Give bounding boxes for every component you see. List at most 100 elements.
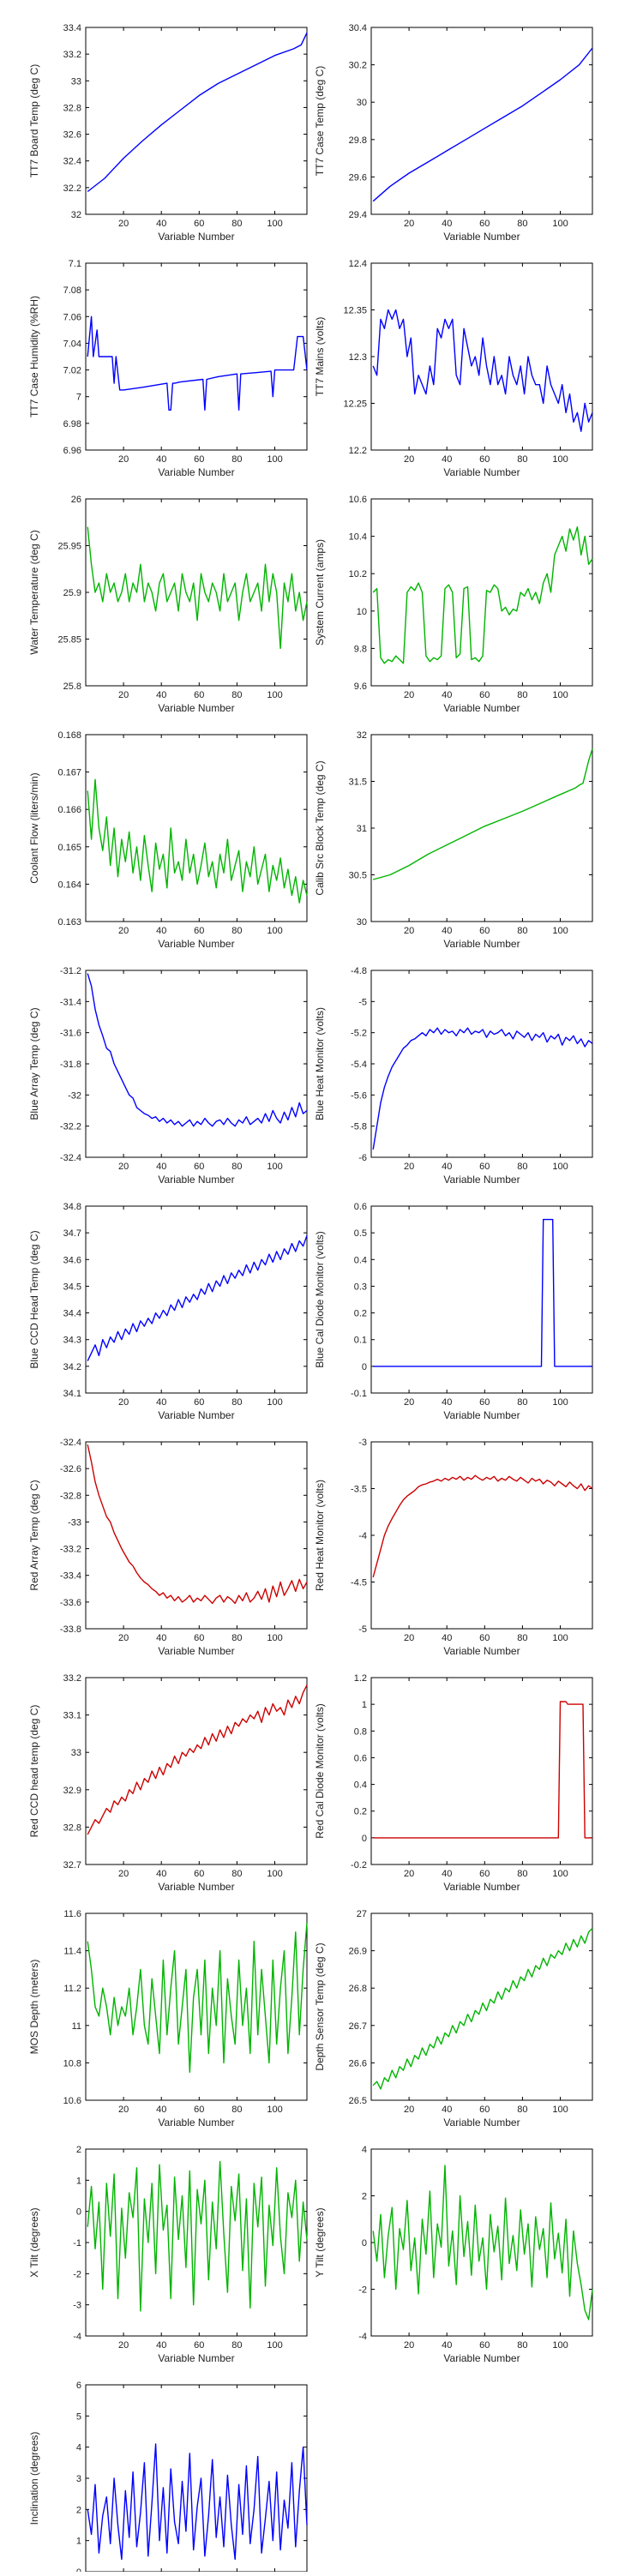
y-tick-label: 0.2 bbox=[354, 1807, 367, 1817]
y-tick-label: 31.5 bbox=[349, 778, 367, 788]
chart-11: 20 40 60 80 100 34.1 34.2 34.3 34.4 34.5 34.6 34.7 3… bbox=[28, 1202, 308, 1421]
y-axis-label: Calib Src Block Temp (deg C) bbox=[314, 760, 326, 895]
x-axis-label: Variable Number bbox=[443, 1881, 520, 1893]
y-tick-label: 12.2 bbox=[349, 446, 367, 456]
x-tick-label: 60 bbox=[194, 2105, 204, 2115]
series-line bbox=[373, 1218, 592, 1367]
y-tick-label: -32 bbox=[68, 1090, 81, 1101]
y-tick-label: 11.6 bbox=[63, 1909, 81, 1919]
plot-area bbox=[85, 1205, 308, 1394]
chart-3: 20 40 60 80 100 6.96 6.98 7 7.02 7.04 7.06 7.08 7.1 V… bbox=[28, 259, 308, 478]
chart-7: 20 40 60 80 100 0.163 0.164 0.165 0.166 0.167 0.16… bbox=[28, 730, 308, 950]
plot-area bbox=[370, 498, 593, 687]
plot-area bbox=[85, 1677, 308, 1865]
series-line bbox=[87, 2443, 308, 2561]
x-axis-label: Variable Number bbox=[158, 231, 234, 243]
y-tick-label: 0.5 bbox=[354, 1228, 367, 1239]
y-axis-label: Depth Sensor Temp (deg C) bbox=[314, 1943, 326, 2070]
y-tick-label: 7.06 bbox=[63, 312, 81, 322]
plot-area bbox=[85, 498, 308, 687]
y-axis-label: Blue CCD Head Temp (deg C) bbox=[28, 1230, 40, 1368]
series-line bbox=[372, 309, 593, 432]
x-tick-label: 40 bbox=[156, 690, 166, 700]
y-tick-label: 0.6 bbox=[354, 1753, 367, 1763]
y-tick-label: 4 bbox=[362, 2145, 367, 2155]
y-tick-label: 0 bbox=[76, 2567, 81, 2572]
y-tick-label: -5.6 bbox=[351, 1090, 367, 1101]
chart-8: 20 40 60 80 100 30 30.5 31 31.5 32 Variable Number… bbox=[314, 730, 593, 950]
y-axis-label: Blue Heat Monitor (volts) bbox=[314, 1007, 326, 1120]
series-line bbox=[372, 1474, 593, 1578]
y-tick-label: -31.4 bbox=[60, 997, 81, 1007]
x-axis-label: Variable Number bbox=[158, 2352, 234, 2364]
y-tick-label: 26.9 bbox=[349, 1947, 367, 1957]
plot-area bbox=[370, 1441, 593, 1630]
y-tick-label: 0.4 bbox=[354, 1255, 367, 1265]
plot-area bbox=[85, 262, 308, 451]
x-tick-label: 40 bbox=[442, 219, 452, 229]
plot-area bbox=[85, 734, 308, 922]
series-line bbox=[87, 32, 308, 193]
y-tick-label: 0.163 bbox=[57, 917, 81, 928]
y-axis-label: MOS Depth (meters) bbox=[28, 1960, 40, 2055]
plot-area bbox=[85, 27, 308, 215]
x-tick-label: 60 bbox=[479, 2340, 490, 2351]
x-axis-label: Variable Number bbox=[158, 466, 234, 478]
chart-5: 20 40 60 80 100 25.8 25.85 25.9 25.95 26 Variable … bbox=[28, 495, 308, 714]
x-tick-label: 60 bbox=[479, 2105, 490, 2115]
x-axis-label: Variable Number bbox=[443, 2117, 520, 2129]
chart-17: 20 40 60 80 100 10.6 10.8 11 11.2 11.4 11.6 Variabl… bbox=[28, 1909, 308, 2129]
y-axis-label: System Current (amps) bbox=[314, 539, 326, 646]
y-tick-label: -1 bbox=[73, 2238, 81, 2249]
x-tick-label: 60 bbox=[479, 1162, 490, 1172]
x-axis-label: Variable Number bbox=[443, 1174, 520, 1186]
y-tick-label: -4 bbox=[73, 2332, 81, 2342]
x-tick-label: 60 bbox=[194, 2340, 204, 2351]
y-tick-label: 0.167 bbox=[57, 768, 81, 778]
y-axis-label: X Tilt (degrees) bbox=[28, 2207, 40, 2277]
y-tick-label: 10.6 bbox=[63, 2096, 81, 2106]
y-tick-label: 7.1 bbox=[69, 259, 81, 269]
plot-area bbox=[370, 970, 593, 1158]
y-tick-label: -4 bbox=[358, 1531, 367, 1541]
series-line bbox=[87, 778, 308, 904]
x-tick-label: 80 bbox=[231, 454, 242, 465]
x-tick-label: 20 bbox=[118, 219, 129, 229]
y-tick-label: -3 bbox=[358, 1438, 367, 1448]
x-axis-label: Variable Number bbox=[158, 1881, 234, 1893]
y-tick-label: 10.2 bbox=[349, 569, 367, 579]
y-tick-label: 7.08 bbox=[63, 285, 81, 296]
x-tick-label: 60 bbox=[479, 926, 490, 936]
x-tick-label: 40 bbox=[156, 1633, 166, 1643]
y-tick-label: 6 bbox=[76, 2381, 81, 2391]
y-tick-label: 2 bbox=[76, 2145, 81, 2155]
y-tick-label: -3 bbox=[73, 2301, 81, 2311]
x-tick-label: 100 bbox=[267, 690, 282, 700]
x-tick-label: 20 bbox=[118, 2340, 129, 2351]
y-tick-label: 0.1 bbox=[354, 1336, 367, 1346]
y-tick-label: 33 bbox=[71, 76, 81, 87]
x-tick-label: 80 bbox=[231, 219, 242, 229]
x-tick-label: 80 bbox=[517, 1162, 527, 1172]
y-tick-label: 25.9 bbox=[63, 588, 81, 598]
x-axis-label: Variable Number bbox=[158, 1174, 234, 1186]
plot-area bbox=[370, 262, 593, 451]
y-tick-label: 12.4 bbox=[349, 259, 367, 269]
y-tick-label: 11.4 bbox=[63, 1947, 81, 1957]
y-tick-label: 0.164 bbox=[57, 880, 81, 890]
chart-12: 20 40 60 80 100 -0.1 0 0.1 0.2 0.3 0.4 0.5 0.6 Variab… bbox=[314, 1202, 593, 1421]
chart-14: 20 40 60 80 100 -5 -4.5 -4 -3.5 -3 Variable Number… bbox=[314, 1438, 593, 1657]
y-tick-label: 34.5 bbox=[63, 1282, 81, 1292]
x-tick-label: 40 bbox=[442, 690, 452, 700]
x-tick-label: 100 bbox=[552, 2340, 568, 2351]
y-tick-label: 26.8 bbox=[349, 1984, 367, 1994]
y-axis-label: TT7 Mains (volts) bbox=[314, 317, 326, 397]
y-tick-label: 9.6 bbox=[354, 682, 367, 692]
y-tick-label: -5 bbox=[358, 997, 367, 1007]
x-tick-label: 40 bbox=[442, 2105, 452, 2115]
x-tick-label: 60 bbox=[194, 926, 204, 936]
chart-16: 20 40 60 80 100 -0.2 0 0.2 0.4 0.6 0.8 1 1.2 Variable… bbox=[314, 1673, 593, 1893]
x-tick-label: 100 bbox=[552, 1162, 568, 1172]
x-tick-label: 20 bbox=[404, 1162, 414, 1172]
